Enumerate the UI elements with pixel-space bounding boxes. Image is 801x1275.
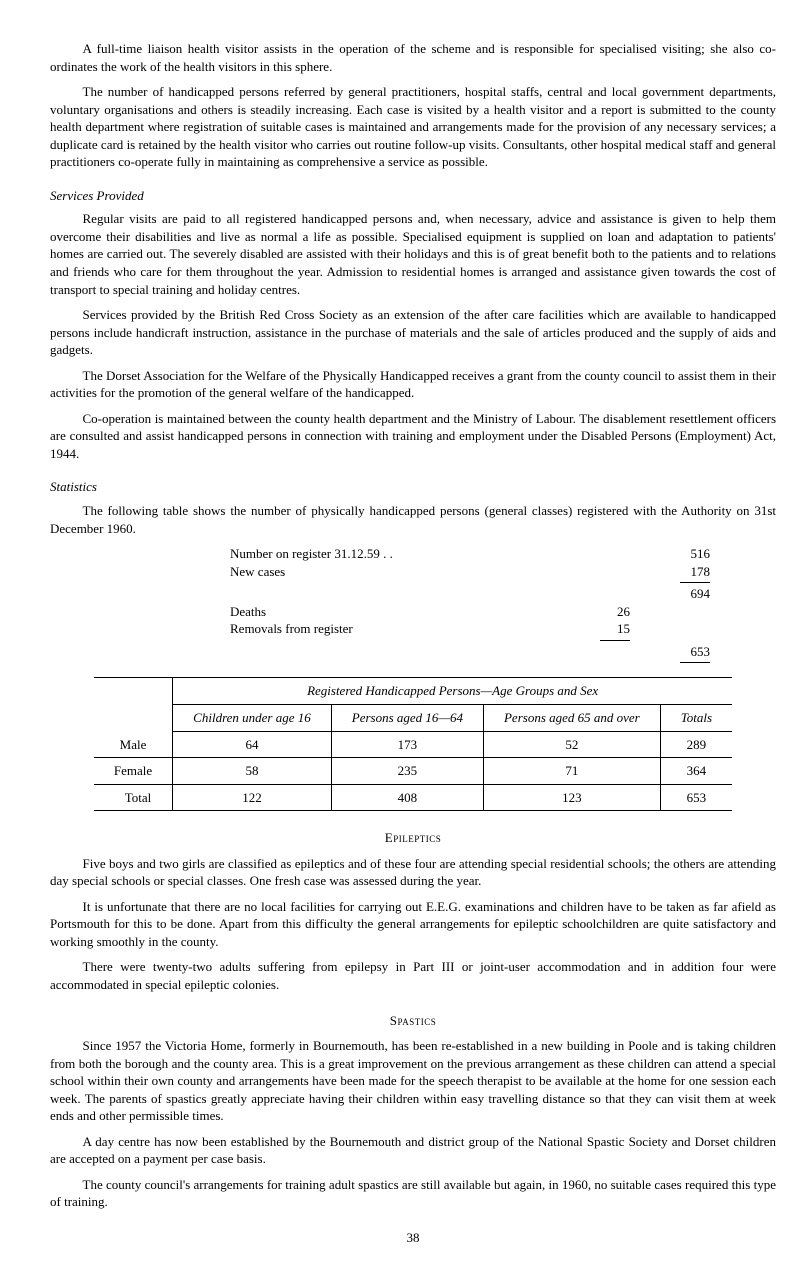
table-cell: 408 [331,784,483,811]
table-row-label: Total [94,784,173,811]
body-paragraph: Regular visits are paid to all registere… [50,210,776,298]
table-cell: 289 [660,731,732,758]
stats-row: Deaths 26 [50,603,776,621]
stats-label: Number on register 31.12.59 . . [50,545,550,563]
table-cell: 235 [331,758,483,785]
body-paragraph: A day centre has now been established by… [50,1133,776,1168]
stats-label: Deaths [50,603,550,621]
section-heading-statistics: Statistics [50,478,776,496]
subheading-spastics: Spastics [50,1012,776,1030]
stats-label: New cases [50,563,550,581]
table-row: Male 64 173 52 289 [94,731,732,758]
body-paragraph: There were twenty-two adults suffering f… [50,958,776,993]
stats-value: 178 [630,563,710,581]
table-col-header: Persons aged 16—64 [331,704,483,731]
table-cell: 71 [483,758,660,785]
table-row: Female 58 235 71 364 [94,758,732,785]
table-cell: 52 [483,731,660,758]
stats-row: 694 [50,585,776,603]
stats-row: 653 [50,643,776,661]
table-cell: 58 [173,758,332,785]
body-paragraph: Five boys and two girls are classified a… [50,855,776,890]
body-paragraph: The following table shows the number of … [50,502,776,537]
statistics-block: Number on register 31.12.59 . . 516 New … [50,545,776,663]
table-cell: 64 [173,731,332,758]
stats-label: Removals from register [50,620,550,638]
table-col-header: Children under age 16 [173,704,332,731]
body-paragraph: A full-time liaison health visitor assis… [50,40,776,75]
body-paragraph: Since 1957 the Victoria Home, formerly i… [50,1037,776,1125]
stats-value [550,563,630,581]
stats-row: Removals from register 15 [50,620,776,638]
table-row: Total 122 408 123 653 [94,784,732,811]
stats-value: 516 [630,545,710,563]
age-sex-table: Registered Handicapped Persons—Age Group… [94,677,732,811]
table-cell: 364 [660,758,732,785]
table-cell: 173 [331,731,483,758]
section-heading-services: Services Provided [50,187,776,205]
table-cell: 653 [660,784,732,811]
stats-rule [50,640,630,641]
body-paragraph: It is unfortunate that there are no loca… [50,898,776,951]
table-cell: 123 [483,784,660,811]
table-cell: 122 [173,784,332,811]
body-paragraph: The number of handicapped persons referr… [50,83,776,171]
stats-value: 26 [550,603,630,621]
stats-value: 15 [550,620,630,638]
table-group-header: Registered Handicapped Persons—Age Group… [173,678,732,705]
table-col-header: Totals [660,704,732,731]
page-number: 38 [50,1229,776,1247]
stats-rule [50,582,710,583]
stats-total: 653 [630,643,710,661]
table-row-label: Female [94,758,173,785]
body-paragraph: Services provided by the British Red Cro… [50,306,776,359]
body-paragraph: The Dorset Association for the Welfare o… [50,367,776,402]
body-paragraph: The county council's arrangements for tr… [50,1176,776,1211]
stats-row: Number on register 31.12.59 . . 516 [50,545,776,563]
body-paragraph: Co-operation is maintained between the c… [50,410,776,463]
stats-rule [50,662,710,663]
subheading-epileptics: Epileptics [50,829,776,847]
stats-row: New cases 178 [50,563,776,581]
stats-value [550,545,630,563]
table-row-label: Male [94,731,173,758]
table-col-header: Persons aged 65 and over [483,704,660,731]
stats-subtotal: 694 [630,585,710,603]
